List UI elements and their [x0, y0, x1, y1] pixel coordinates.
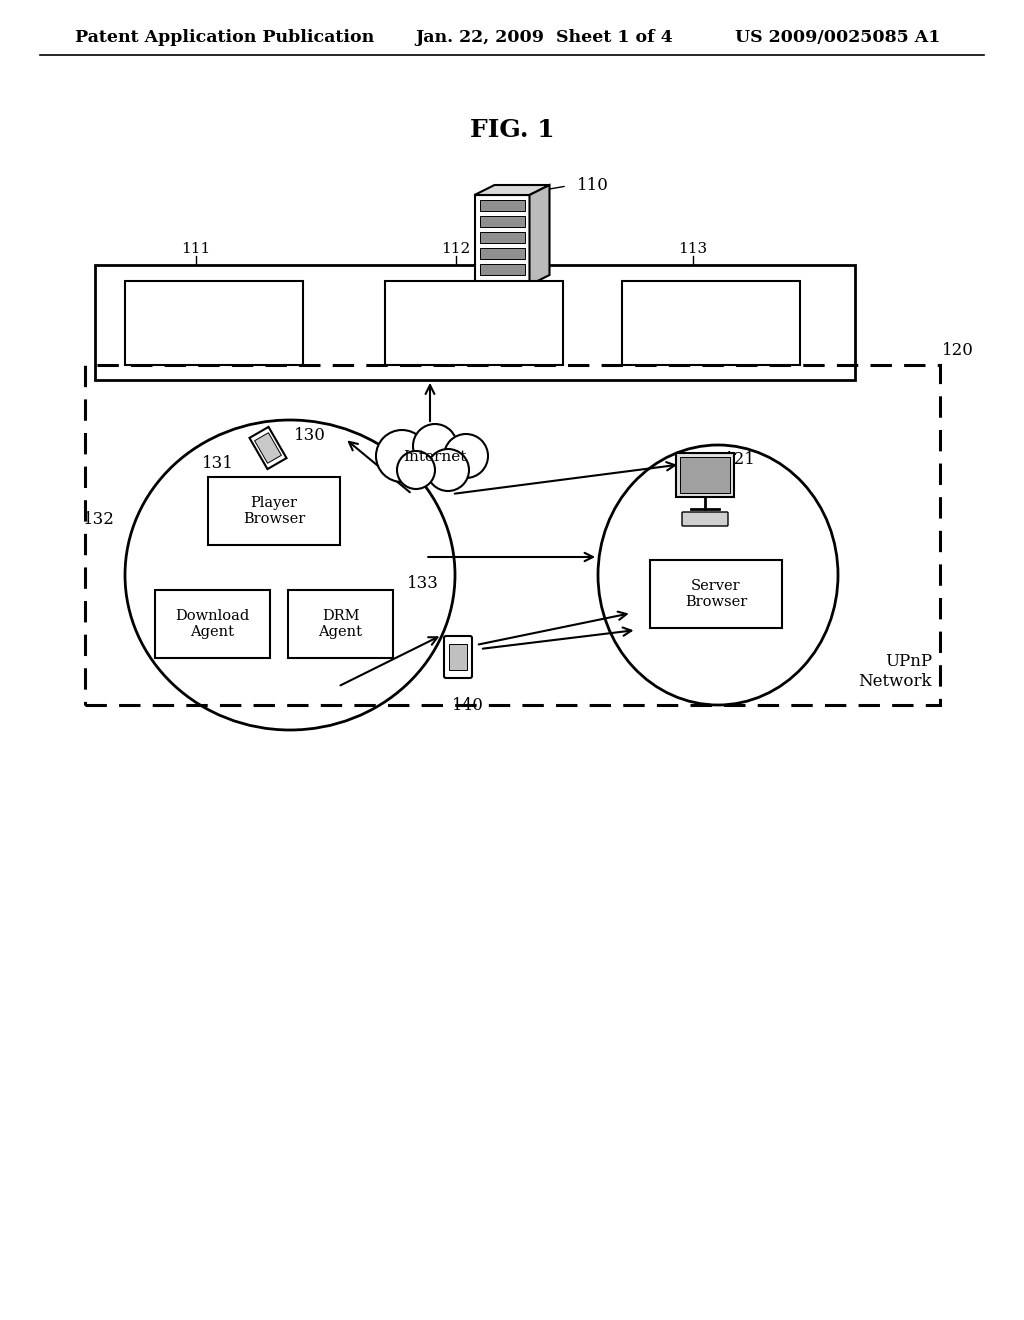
Text: UPnP
Network: UPnP Network: [858, 653, 932, 690]
Text: 140: 140: [452, 697, 484, 714]
Text: Server
Browser: Server Browser: [685, 579, 748, 609]
Polygon shape: [250, 426, 287, 469]
Text: 110: 110: [577, 177, 609, 194]
Text: 120: 120: [942, 342, 974, 359]
Text: 113: 113: [679, 242, 708, 256]
Text: 130: 130: [294, 428, 326, 445]
Text: Download
Server: Download Server: [435, 308, 512, 338]
Text: 112: 112: [441, 242, 471, 256]
Circle shape: [444, 434, 488, 478]
Text: 131: 131: [202, 454, 233, 471]
FancyBboxPatch shape: [444, 636, 472, 678]
Circle shape: [376, 430, 428, 482]
Text: Internet: Internet: [403, 450, 467, 465]
Polygon shape: [474, 185, 550, 195]
FancyBboxPatch shape: [650, 560, 782, 628]
Polygon shape: [479, 264, 524, 275]
Text: 121: 121: [724, 450, 756, 467]
FancyBboxPatch shape: [680, 457, 730, 492]
Polygon shape: [479, 248, 524, 259]
Text: Player
Browser: Player Browser: [243, 496, 305, 527]
FancyBboxPatch shape: [125, 281, 303, 366]
Circle shape: [413, 424, 457, 469]
Text: 133: 133: [408, 576, 439, 593]
Text: Jan. 22, 2009  Sheet 1 of 4: Jan. 22, 2009 Sheet 1 of 4: [415, 29, 673, 45]
Polygon shape: [474, 195, 529, 285]
FancyBboxPatch shape: [676, 453, 734, 498]
FancyBboxPatch shape: [622, 281, 800, 366]
FancyBboxPatch shape: [155, 590, 270, 657]
Polygon shape: [255, 433, 282, 463]
Polygon shape: [479, 201, 524, 211]
Text: Presentation
Server: Presentation Server: [165, 308, 263, 338]
Polygon shape: [479, 232, 524, 243]
Text: Download
Agent: Download Agent: [175, 609, 250, 639]
FancyBboxPatch shape: [449, 644, 467, 671]
Text: 132: 132: [83, 511, 115, 528]
FancyBboxPatch shape: [95, 265, 855, 380]
FancyBboxPatch shape: [208, 477, 340, 545]
Text: DRM
Agent: DRM Agent: [318, 609, 362, 639]
Polygon shape: [529, 185, 550, 285]
Text: 111: 111: [181, 242, 211, 256]
Text: US 2009/0025085 A1: US 2009/0025085 A1: [735, 29, 940, 45]
Circle shape: [427, 449, 469, 491]
FancyBboxPatch shape: [682, 512, 728, 525]
Text: FIG. 1: FIG. 1: [470, 117, 554, 143]
FancyBboxPatch shape: [385, 281, 563, 366]
Text: State Report
Server: State Report Server: [662, 308, 760, 338]
Text: Patent Application Publication: Patent Application Publication: [75, 29, 374, 45]
Circle shape: [397, 451, 435, 488]
FancyBboxPatch shape: [288, 590, 393, 657]
Polygon shape: [479, 216, 524, 227]
